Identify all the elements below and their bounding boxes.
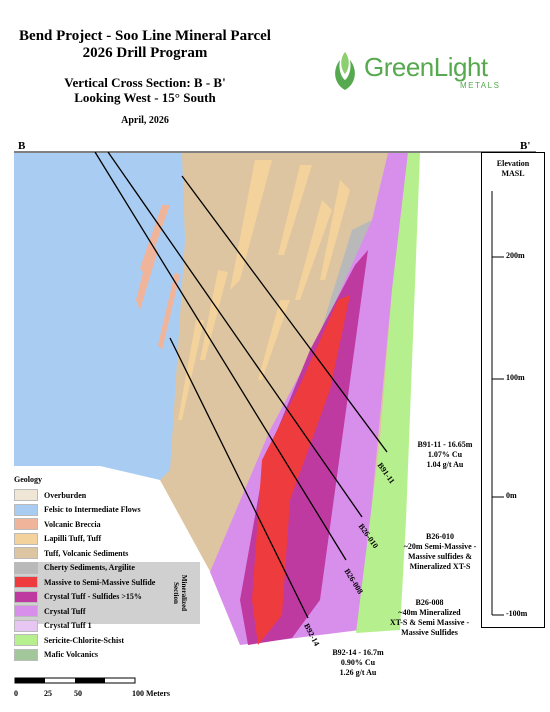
legend-item: Cherty Sediments, Argilite (14, 561, 200, 576)
elevation-tick-200: 200m (506, 251, 525, 260)
legend-item: Crystal Tuff 1 (14, 619, 200, 634)
legend-swatch (14, 605, 38, 618)
legend-label: Massive to Semi-Massive Sulfide (44, 577, 156, 587)
scale-bar (14, 677, 136, 684)
legend-label: Crystal Tuff - Sulfides >15% (44, 592, 142, 602)
drillhole-b26-010 (107, 151, 363, 518)
legend-label: Overburden (44, 490, 87, 500)
legend-item: Volcanic Breccia (14, 517, 200, 532)
legend-title: Geology (14, 475, 42, 484)
annotation-b26-010: B26-010 ~20m Semi-Massive - Massive sulf… (403, 532, 477, 571)
title-block: Bend Project - Soo Line Mineral Parcel 2… (0, 28, 290, 126)
legend-swatch (14, 634, 38, 647)
scale-label-50: 50 (74, 689, 82, 698)
massive-sulfides (252, 295, 350, 645)
lapilli-tuff-lens (200, 270, 228, 360)
lapilli-tuff-lens (320, 180, 350, 280)
legend-item: Overburden (14, 488, 200, 503)
elevation-scale: Elevation MASL 200m 100m 0m -100m (481, 152, 545, 628)
logo-sub: METALS (460, 81, 501, 90)
drillhole-b26-008 (94, 151, 347, 561)
lapilli-tuff-lens (178, 320, 204, 420)
annotation-b91-11: B91-11 - 16.65m 1.07% Cu 1.04 g/t Au (417, 440, 473, 469)
legend-swatch (14, 518, 38, 531)
scale-label-0: 0 (14, 689, 18, 698)
date-label: April, 2026 (121, 115, 169, 126)
legend-item: Lapilli Tuff, Tuff (14, 532, 200, 547)
elevation-tick-100: 100m (506, 373, 525, 382)
felsic-flows (14, 153, 185, 480)
sericite-chlorite-schist (356, 153, 420, 633)
leaf-icon (335, 52, 355, 90)
legend-item: Sericite-Chlorite-Schist (14, 633, 200, 648)
legend-item: Crystal Tuff - Sulfides >15% (14, 590, 200, 605)
legend-swatch (14, 503, 38, 516)
legend-item: Felsic to Intermediate Flows (14, 503, 200, 518)
annotation-b92-14: B92-14 - 16.7m 0.90% Cu 1.26 g/t Au (332, 648, 384, 677)
lapilli-tuff-lens (258, 300, 290, 380)
legend-label: Tuff, Volcanic Sediments (44, 548, 129, 558)
legend-swatch (14, 489, 38, 502)
legend-swatch (14, 532, 38, 545)
section-start-label: B (18, 140, 26, 152)
legend-item: Tuff, Volcanic Sediments (14, 546, 200, 561)
annotation-b26-008: B26-008 ~40m Mineralized XT-S & Semi Mas… (389, 598, 470, 637)
legend-swatch (14, 576, 38, 589)
drillhole-b92-14 (169, 337, 309, 619)
legend-label: Volcanic Breccia (44, 519, 101, 529)
legend-item: Crystal Tuff (14, 604, 200, 619)
legend-item: Massive to Semi-Massive Sulfide (14, 575, 200, 590)
volcanic-breccia-lens (136, 245, 158, 310)
legend-label: Felsic to Intermediate Flows (44, 505, 141, 515)
elevation-axis (491, 191, 504, 616)
elevation-title: Elevation MASL (496, 159, 530, 178)
drillhole-b91-11 (181, 175, 388, 453)
volcanic-breccia-lens (158, 272, 180, 350)
legend-label: Crystal Tuff (44, 606, 86, 616)
greenlight-logo: GreenLight METALS (328, 50, 528, 94)
scale-label-100: 100 Meters (132, 689, 170, 698)
legend-label: Cherty Sediments, Argilite (44, 563, 135, 573)
elevation-tick-0: 0m (506, 491, 517, 500)
scale-label-25: 25 (44, 689, 52, 698)
lapilli-tuff-lens (295, 200, 332, 300)
legend-item: Mafic Volcanics (14, 648, 200, 663)
legend-label: Sericite-Chlorite-Schist (44, 635, 124, 645)
program-title: 2026 Drill Program (82, 45, 208, 61)
legend-label: Mafic Volcanics (44, 650, 98, 660)
logo-name: GreenLight (364, 52, 488, 82)
legend-label: Lapilli Tuff, Tuff (44, 534, 102, 544)
elevation-tick-minus-100: -100m (506, 609, 528, 618)
legend-swatch (14, 648, 38, 661)
legend-swatch (14, 590, 38, 603)
legend-swatch (14, 619, 38, 632)
lapilli-tuff-lens (230, 160, 272, 290)
legend-label: Crystal Tuff 1 (44, 621, 92, 631)
legend-swatch (14, 561, 38, 574)
section-orientation: Looking West - 15° South (74, 90, 216, 105)
project-title: Bend Project - Soo Line Mineral Parcel (19, 28, 271, 44)
lapilli-tuff-lens (278, 165, 312, 255)
section-end-label: B' (520, 140, 531, 152)
legend-swatch (14, 547, 38, 560)
legend: Geology Overburden Felsic to Intermediate… (14, 475, 200, 662)
mineralized-group (14, 562, 200, 624)
section-title: Vertical Cross Section: B - B' (64, 75, 226, 90)
